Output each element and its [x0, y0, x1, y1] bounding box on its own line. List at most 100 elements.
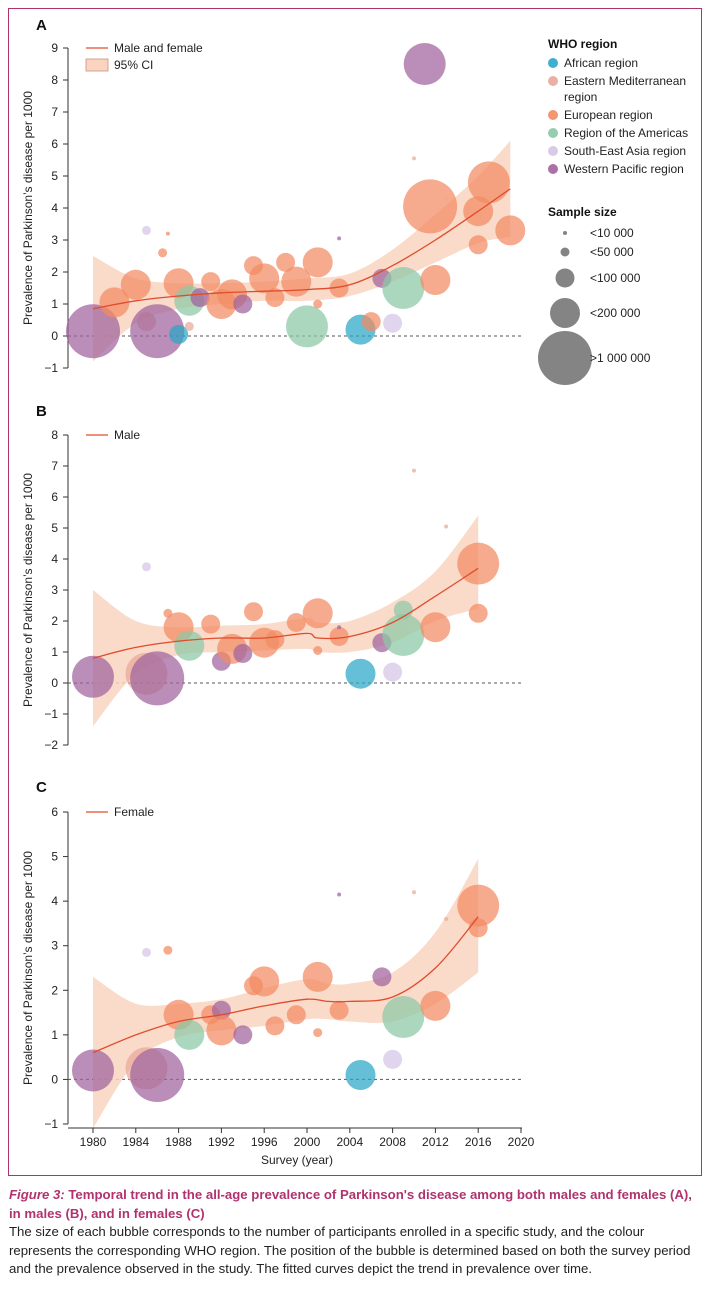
- y-tick-label: 7: [51, 459, 58, 473]
- ci-legend-label: 95% CI: [114, 58, 153, 72]
- region-legend-swatch-se-asia: [548, 146, 558, 156]
- bubble-european: [457, 884, 500, 927]
- bubble-european: [329, 278, 349, 298]
- bubble-eastern-med: [412, 468, 416, 473]
- panel-c: C −1 0 1 2 3 4 5 6 Prevalence of Parkinson’s dise…: [21, 779, 535, 1167]
- bubble-european: [249, 966, 280, 997]
- y-tick-label: 4: [51, 894, 58, 908]
- region-legend-label: Eastern Mediterranean region: [564, 74, 686, 104]
- y-tick-label: 5: [51, 169, 58, 183]
- bubble-western-pacific: [233, 294, 253, 314]
- bubble-european: [244, 602, 263, 622]
- panel-b: B −2 −1 0 1 2 3 4 5 6 7 8 Prevalence of Parkinson’s …: [21, 403, 522, 752]
- size-legend-label: >1 000 000: [590, 351, 651, 365]
- bubble-european: [99, 287, 130, 318]
- bubble-european: [158, 248, 168, 258]
- bubble-european: [329, 627, 349, 646]
- bubble-european: [120, 269, 151, 300]
- x-tick-label: 1980: [80, 1135, 107, 1149]
- bubble-european: [286, 613, 306, 632]
- bubble-se-asia: [383, 662, 403, 682]
- y-tick-label: 8: [51, 73, 58, 87]
- bubble-european: [361, 312, 381, 332]
- bubble-european: [265, 288, 285, 308]
- fit-legend-label: Male and female: [114, 41, 203, 55]
- size-legend-title: Sample size: [548, 205, 617, 219]
- y-tick-label: −1: [44, 361, 58, 375]
- panel-letter: B: [36, 403, 47, 420]
- y-tick-label: −1: [44, 707, 58, 721]
- bubble-americas: [393, 600, 413, 620]
- y-axis-label: Prevalence of Parkinson’s disease per 10…: [21, 851, 35, 1085]
- bubble-eastern-med: [184, 321, 194, 331]
- size-legend-swatch: [563, 231, 567, 235]
- figure-chart: A −1 0 1 2 3 4 5 6 7 8 9 Prevalence of Parkinson’s d…: [21, 17, 688, 1167]
- caption-body: The size of each bubble corresponds to t…: [9, 1224, 691, 1276]
- bubble-european: [163, 945, 173, 955]
- fit-curve: [92, 916, 479, 1054]
- fit-legend-label: Female: [114, 805, 154, 819]
- bubble-americas: [174, 630, 205, 661]
- bubble-western-pacific: [337, 892, 342, 897]
- bubble-european: [457, 542, 500, 585]
- bubble-western-pacific: [233, 644, 253, 663]
- y-tick-label: 0: [51, 1072, 58, 1086]
- y-tick-label: 6: [51, 805, 58, 819]
- bubble-european: [201, 272, 221, 292]
- size-legend-swatch: [538, 331, 592, 385]
- bubble-european: [313, 299, 323, 309]
- bubble-eastern-med: [444, 196, 449, 201]
- bubble-western-pacific: [130, 1048, 185, 1102]
- x-axis-label: Survey (year): [261, 1153, 333, 1167]
- bubble-western-pacific: [372, 967, 392, 987]
- bubble-se-asia: [142, 225, 151, 235]
- bubble-european: [420, 612, 451, 643]
- bubble-european: [467, 161, 510, 204]
- y-tick-label: 1: [51, 297, 58, 311]
- bubble-european: [249, 263, 280, 294]
- bubble-african: [169, 324, 189, 344]
- bubble-eastern-med: [412, 156, 416, 161]
- y-tick-label: 8: [51, 428, 58, 442]
- x-tick-label: 2016: [465, 1135, 492, 1149]
- bubble-european: [206, 1015, 237, 1046]
- ci-band: [93, 140, 511, 362]
- region-legend-label: African region: [564, 56, 638, 70]
- bubble-european: [468, 235, 488, 255]
- x-tick-label: 2008: [379, 1135, 406, 1149]
- y-tick-label: 6: [51, 137, 58, 151]
- ci-legend-swatch: [85, 58, 109, 72]
- y-tick-label: 1: [51, 645, 58, 659]
- region-legend: WHO region African region Eastern Mediterr…: [548, 37, 688, 176]
- region-legend-swatch-european: [548, 110, 558, 120]
- x-tick-label: 1988: [165, 1135, 192, 1149]
- bubble-western-pacific: [190, 288, 210, 308]
- region-legend-swatch-western-pacific: [548, 164, 558, 174]
- bubble-european: [276, 252, 296, 272]
- bubble-western-pacific: [337, 236, 342, 241]
- x-tick-label: 1992: [208, 1135, 235, 1149]
- bubble-european: [495, 215, 526, 246]
- bubble-western-pacific: [130, 304, 185, 359]
- bubble-western-pacific: [337, 625, 342, 630]
- x-tick-label: 2020: [508, 1135, 535, 1149]
- y-tick-label: −1: [44, 1117, 58, 1131]
- bubble-western-pacific: [72, 1049, 114, 1092]
- y-tick-label: 0: [51, 676, 58, 690]
- region-legend-swatch-african: [548, 58, 558, 68]
- y-tick-label: 1: [51, 1028, 58, 1042]
- region-legend-label: Region of the Americas: [564, 126, 688, 140]
- bubble-eastern-med: [444, 524, 449, 529]
- bubble-se-asia: [383, 1049, 403, 1069]
- bubble-european: [329, 1000, 349, 1020]
- bubble-european: [420, 265, 451, 295]
- y-tick-label: 0: [51, 329, 58, 343]
- region-legend-label: Western Pacific region: [564, 162, 684, 176]
- region-legend-swatch-americas: [548, 128, 558, 138]
- bubble-americas: [174, 1019, 205, 1050]
- y-axis-label: Prevalence of Parkinson’s disease per 10…: [21, 473, 35, 707]
- bubble-se-asia: [383, 313, 403, 333]
- bubble-european: [302, 598, 333, 629]
- y-tick-label: 9: [51, 41, 58, 55]
- y-tick-label: 3: [51, 233, 58, 247]
